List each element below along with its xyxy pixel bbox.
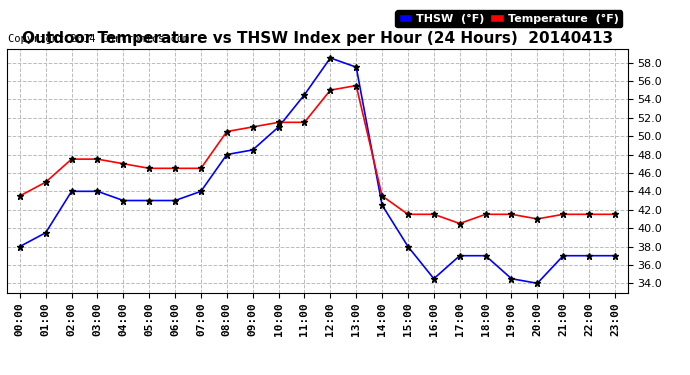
Legend: THSW  (°F), Temperature  (°F): THSW (°F), Temperature (°F) <box>395 10 622 27</box>
Text: Copyright 2014 Cartronics.com: Copyright 2014 Cartronics.com <box>8 34 189 44</box>
Title: Outdoor Temperature vs THSW Index per Hour (24 Hours)  20140413: Outdoor Temperature vs THSW Index per Ho… <box>22 31 613 46</box>
